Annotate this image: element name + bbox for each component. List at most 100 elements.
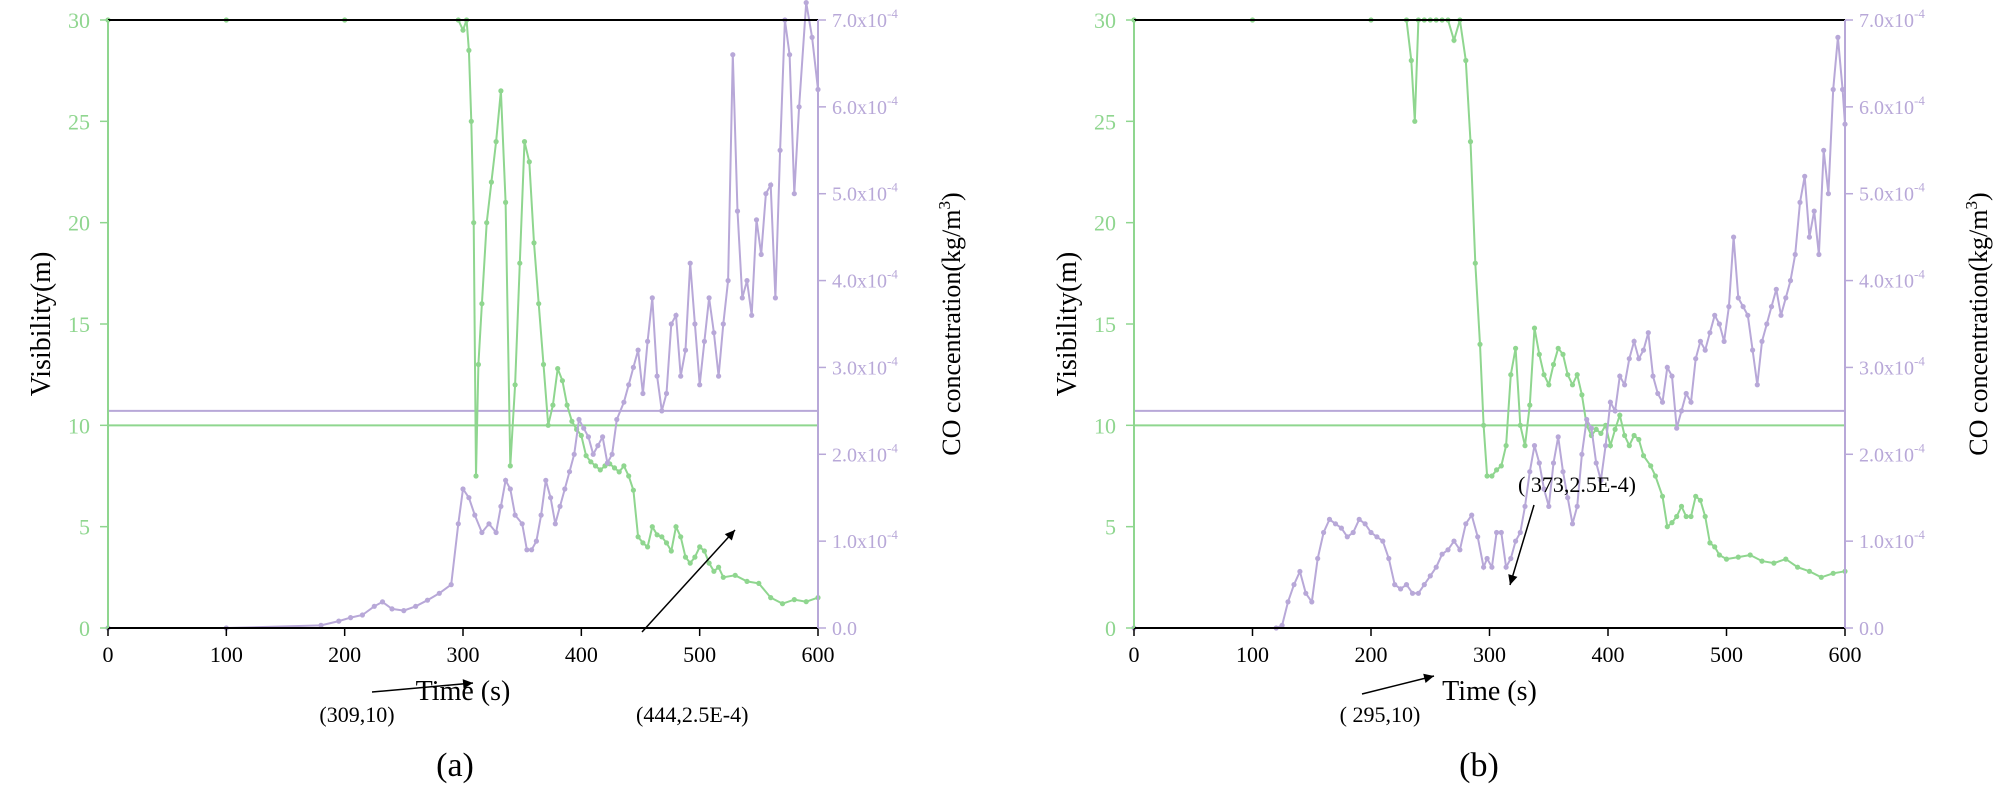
- visibility-point: [1622, 432, 1628, 439]
- co-concentration-point: [1481, 564, 1487, 570]
- co-concentration-point: [1569, 521, 1576, 527]
- co-concentration-point: [640, 390, 646, 397]
- visibility-point: [1522, 443, 1528, 449]
- right-y-axis-title-text: CO concentration(kg/m: [937, 209, 966, 455]
- x-tick-label: 200: [1355, 642, 1388, 667]
- right-y-tick-exponent: -4: [1914, 6, 1925, 21]
- co-concentration-point: [1309, 599, 1315, 605]
- right-y-tick-exponent: -4: [887, 267, 898, 282]
- co-concentration-point: [1683, 390, 1689, 397]
- co-concentration-point: [734, 208, 741, 214]
- co-concentration-point: [1565, 495, 1571, 501]
- co-concentration-point: [1835, 34, 1841, 41]
- co-concentration-point: [1386, 555, 1392, 562]
- visibility-point: [1683, 513, 1689, 520]
- co-concentration-point: [1409, 590, 1416, 596]
- co-concentration-point: [1579, 451, 1585, 457]
- visibility-point: [1560, 351, 1566, 357]
- x-tick-label: 400: [1592, 642, 1625, 667]
- visibility-point: [1712, 544, 1718, 550]
- co-concentration-point: [1626, 356, 1632, 362]
- co-concentration-point: [493, 529, 499, 536]
- co-concentration-point: [1712, 312, 1718, 318]
- visibility-point: [1612, 426, 1618, 432]
- co-concentration-point: [796, 104, 802, 110]
- right-y-axis-title: CO concentration(kg/m3): [1962, 192, 1993, 455]
- co-concentration-point: [663, 390, 670, 397]
- visibility-point: [479, 301, 485, 307]
- visibility-point: [1579, 392, 1585, 398]
- left-y-axis-title: Visibility(m): [26, 252, 57, 397]
- visibility-point: [1617, 412, 1623, 418]
- co-concentration-point: [614, 416, 620, 423]
- visibility-point: [597, 467, 603, 473]
- visibility-point: [1747, 552, 1753, 558]
- annotation-label: ( 295,10): [1340, 702, 1421, 727]
- co-concentration-point: [548, 495, 554, 501]
- left-y-tick-label: 30: [1094, 8, 1116, 33]
- visibility-point: [697, 544, 703, 550]
- visibility-point: [1795, 564, 1801, 570]
- co-concentration-point: [1457, 547, 1463, 553]
- co-concentration-point: [543, 477, 549, 483]
- co-concentration-point: [1731, 234, 1737, 240]
- co-concentration-point: [720, 321, 726, 327]
- co-concentration-point: [1797, 199, 1803, 205]
- co-concentration-point: [659, 408, 665, 414]
- visibility-point: [1569, 382, 1576, 388]
- right-y-tick-exponent: -4: [1914, 93, 1925, 108]
- visibility-point: [460, 27, 466, 33]
- visibility-point: [555, 366, 561, 372]
- visibility-point: [592, 463, 599, 469]
- co-concentration-point: [1645, 330, 1651, 336]
- right-y-tick-mantissa: 1.0x10: [832, 531, 887, 553]
- right-y-tick-label: 4.0x10-4: [832, 267, 898, 293]
- co-concentration-point: [557, 503, 563, 509]
- annotation-arrow-line: [1361, 675, 1435, 695]
- co-concentration-point: [1612, 408, 1618, 414]
- co-concentration-point: [1688, 399, 1694, 405]
- visibility-point: [1565, 372, 1571, 378]
- visibility-point: [668, 548, 674, 554]
- co-concentration-point: [1716, 321, 1722, 327]
- co-concentration-point: [1840, 86, 1846, 93]
- visibility-point: [1607, 443, 1613, 449]
- visibility-point: [791, 597, 797, 603]
- visibility-point: [1481, 422, 1487, 428]
- right-y-tick-mantissa: 4.0x10: [1859, 271, 1914, 293]
- right-y-tick-mantissa: 5.0x10: [1859, 184, 1914, 206]
- co-concentration-point: [1678, 408, 1685, 414]
- visibility-point: [1652, 473, 1658, 479]
- left-y-tick-label: 25: [1094, 109, 1116, 134]
- co-concentration-point: [1750, 347, 1756, 353]
- co-concentration-point: [1326, 516, 1333, 523]
- visibility-point: [1830, 570, 1836, 576]
- visibility-point: [1626, 443, 1632, 449]
- co-concentration-point: [1650, 373, 1656, 379]
- co-concentration-point: [1588, 425, 1594, 431]
- co-concentration-point: [1374, 534, 1380, 540]
- co-concentration-point: [1802, 173, 1808, 179]
- right-y-tick-mantissa: 7.0x10: [832, 10, 887, 32]
- left-y-tick-label: 10: [68, 413, 90, 438]
- co-concentration-point: [552, 521, 558, 527]
- visibility-point: [473, 473, 479, 479]
- co-concentration-point: [1783, 295, 1789, 301]
- right-y-axis-title-sup: 3: [935, 201, 954, 210]
- co-concentration-point: [1463, 521, 1469, 527]
- co-concentration-point: [1811, 208, 1817, 214]
- co-concentration-point: [571, 451, 577, 457]
- co-concentration-point: [524, 547, 530, 553]
- co-concentration-point: [635, 347, 641, 353]
- visibility-point: [803, 599, 809, 605]
- visibility-point: [1527, 402, 1533, 408]
- co-concentration-point: [1508, 555, 1514, 562]
- co-concentration-point: [576, 416, 582, 423]
- co-concentration-point: [1297, 568, 1303, 575]
- right-y-tick-mantissa: 3.0x10: [1859, 357, 1914, 379]
- annotation-arrow-head: [1508, 574, 1518, 585]
- co-concentration-point: [772, 295, 779, 301]
- co-concentration-point: [389, 606, 395, 612]
- annotation-arrow-line: [641, 529, 736, 633]
- annotation-arrow-line: [1509, 504, 1535, 586]
